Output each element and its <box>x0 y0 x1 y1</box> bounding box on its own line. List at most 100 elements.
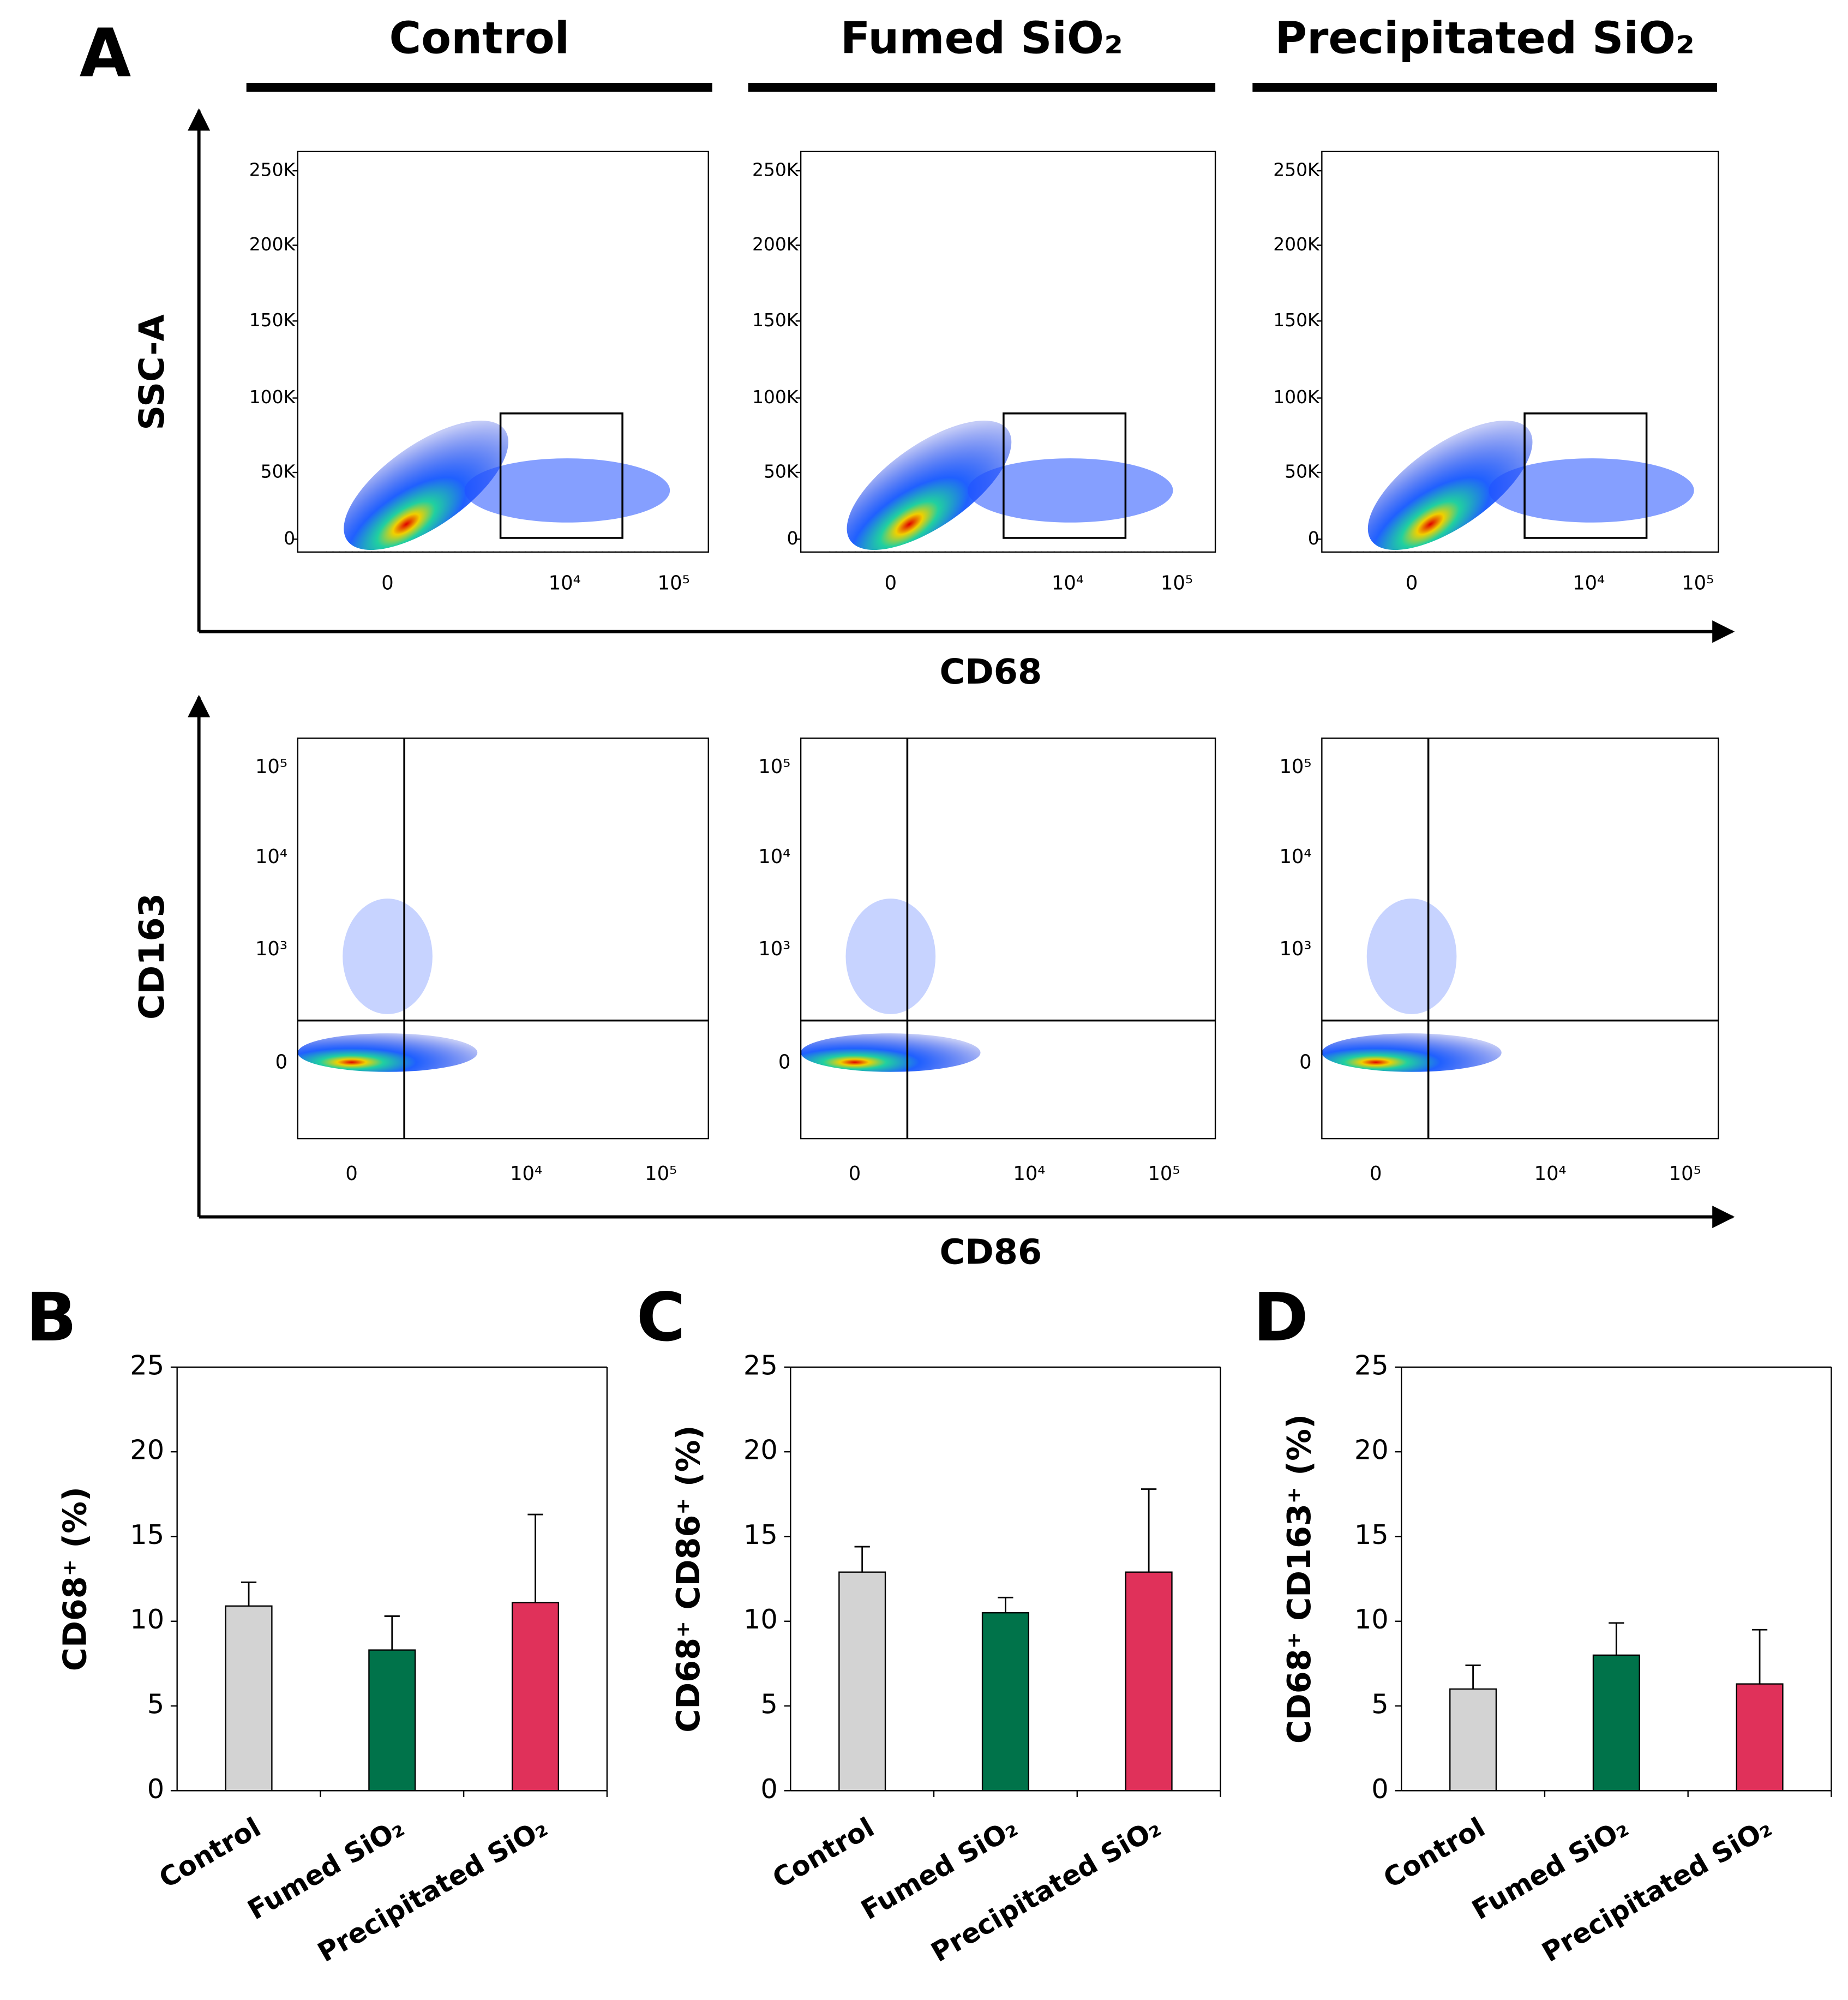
x-tick-label: 10⁵ <box>645 1163 677 1185</box>
plot-frame <box>297 151 709 553</box>
axis-label: CD163 <box>131 893 172 1020</box>
density-cloud <box>1322 1033 1502 1072</box>
y-tick-label: 0 <box>284 528 295 549</box>
y-tick-label: 10⁵ <box>1279 756 1311 778</box>
axis-label: CD86 <box>939 1231 1042 1272</box>
y-tick-label: 200K <box>1273 233 1320 255</box>
y-tick-label: 0 <box>787 528 798 549</box>
density-cloud <box>845 899 936 1014</box>
y-tick-label: 5 <box>760 1688 777 1720</box>
x-tick-label: 0 <box>345 1163 357 1185</box>
y-tick-label: 0 <box>778 1051 790 1073</box>
y-tick-label: 150K <box>1273 309 1320 331</box>
x-tick-label: Precipitated SiO₂ <box>1537 1811 1777 1968</box>
density-cloud <box>847 421 1012 550</box>
y-tick-label: 10⁵ <box>255 756 287 778</box>
x-tick-label: 10⁴ <box>1534 1163 1567 1185</box>
y-tick-label: 10 <box>743 1603 778 1635</box>
density-cloud <box>464 458 670 523</box>
y-tick-label: 0 <box>275 1051 287 1073</box>
plot-frame <box>1321 151 1719 553</box>
y-tick-label: 100K <box>1273 386 1320 408</box>
y-tick-label: 5 <box>147 1688 164 1720</box>
y-tick-label: 10⁴ <box>1279 846 1311 868</box>
bar <box>225 1605 273 1792</box>
gate <box>499 412 623 539</box>
x-tick-label: 0 <box>381 572 393 595</box>
x-tick-label: 0 <box>885 572 897 595</box>
y-tick-label: 250K <box>1273 159 1320 181</box>
x-tick-label: Precipitated SiO₂ <box>926 1811 1166 1968</box>
y-tick-label: 100K <box>752 386 799 408</box>
x-tick-label: Control <box>767 1811 879 1894</box>
y-axis-label: CD68⁺ CD163⁺ (%) <box>1280 1414 1318 1744</box>
axis-label: SSC-A <box>131 314 172 430</box>
y-tick-label: 10⁴ <box>255 846 287 868</box>
density-cloud <box>297 1033 478 1072</box>
y-tick-label: 10⁵ <box>758 756 790 778</box>
plot-frame <box>297 737 709 1140</box>
y-tick-label: 0 <box>1371 1773 1388 1805</box>
panel-letter: D <box>1253 1278 1309 1356</box>
y-tick-label: 0 <box>1299 1051 1311 1073</box>
y-tick-label: 10³ <box>1279 938 1311 960</box>
y-axis-label: CD68⁺ CD86⁺ (%) <box>669 1425 707 1732</box>
y-tick-label: 0 <box>760 1773 777 1805</box>
axis-label: CD68 <box>939 651 1042 692</box>
y-tick-label: 25 <box>1354 1349 1389 1381</box>
bar <box>511 1602 560 1792</box>
y-tick-label: 150K <box>752 309 799 331</box>
y-tick-label: 150K <box>249 309 296 331</box>
y-tick-label: 5 <box>1371 1688 1388 1720</box>
y-tick-label: 10³ <box>758 938 790 960</box>
x-tick-label: 10⁴ <box>1013 1163 1045 1185</box>
panel-a-axes <box>188 108 1735 1229</box>
bar <box>1736 1683 1784 1792</box>
density-cloud <box>1367 421 1533 550</box>
y-tick-label: 50K <box>1285 461 1320 482</box>
density-cloud <box>801 1033 981 1072</box>
y-tick-label: 20 <box>130 1434 164 1466</box>
y-tick-label: 250K <box>752 159 799 181</box>
y-tick-label: 25 <box>130 1349 164 1381</box>
density-cloud <box>1366 899 1457 1014</box>
x-tick-label: 10⁵ <box>1682 572 1714 595</box>
y-tick-label: 0 <box>147 1773 164 1805</box>
y-tick-label: 10⁴ <box>758 846 790 868</box>
x-tick-label: Precipitated SiO₂ <box>312 1811 553 1968</box>
group-header: Precipitated SiO₂ <box>1275 13 1695 63</box>
x-tick-label: 10⁴ <box>1052 572 1084 595</box>
x-tick-label: Control <box>154 1811 266 1894</box>
x-tick-label: 10⁵ <box>1669 1163 1701 1185</box>
bar <box>1125 1571 1173 1792</box>
y-tick-label: 15 <box>1354 1519 1389 1550</box>
density-cloud <box>344 421 508 550</box>
group-header: Fumed SiO₂ <box>841 13 1123 63</box>
x-tick-label: 10⁵ <box>658 572 690 595</box>
x-tick-label: 10⁴ <box>549 572 581 595</box>
x-tick-label: 0 <box>1370 1163 1382 1185</box>
density-cloud <box>967 458 1173 523</box>
y-tick-label: 10 <box>130 1603 164 1635</box>
panel-letter: C <box>637 1278 686 1356</box>
y-tick-label: 20 <box>1354 1434 1389 1466</box>
y-tick-label: 25 <box>743 1349 778 1381</box>
x-tick-label: 10⁵ <box>1161 572 1193 595</box>
y-tick-label: 50K <box>764 461 799 482</box>
y-tick-label: 15 <box>130 1519 164 1550</box>
y-tick-label: 10³ <box>255 938 287 960</box>
y-tick-label: 250K <box>249 159 296 181</box>
x-tick-label: 10⁴ <box>1573 572 1605 595</box>
y-tick-label: 200K <box>249 233 296 255</box>
gate <box>1523 412 1648 539</box>
density-cloud <box>343 899 433 1014</box>
density-cloud <box>1489 458 1694 523</box>
y-tick-label: 0 <box>1308 528 1319 549</box>
panel-letter: A <box>80 14 131 92</box>
panel-letter: B <box>26 1278 76 1356</box>
y-tick-label: 15 <box>743 1519 778 1550</box>
y-tick-label: 10 <box>1354 1603 1389 1635</box>
x-tick-label: 0 <box>1406 572 1418 595</box>
y-axis-label: CD68⁺ (%) <box>56 1487 93 1671</box>
